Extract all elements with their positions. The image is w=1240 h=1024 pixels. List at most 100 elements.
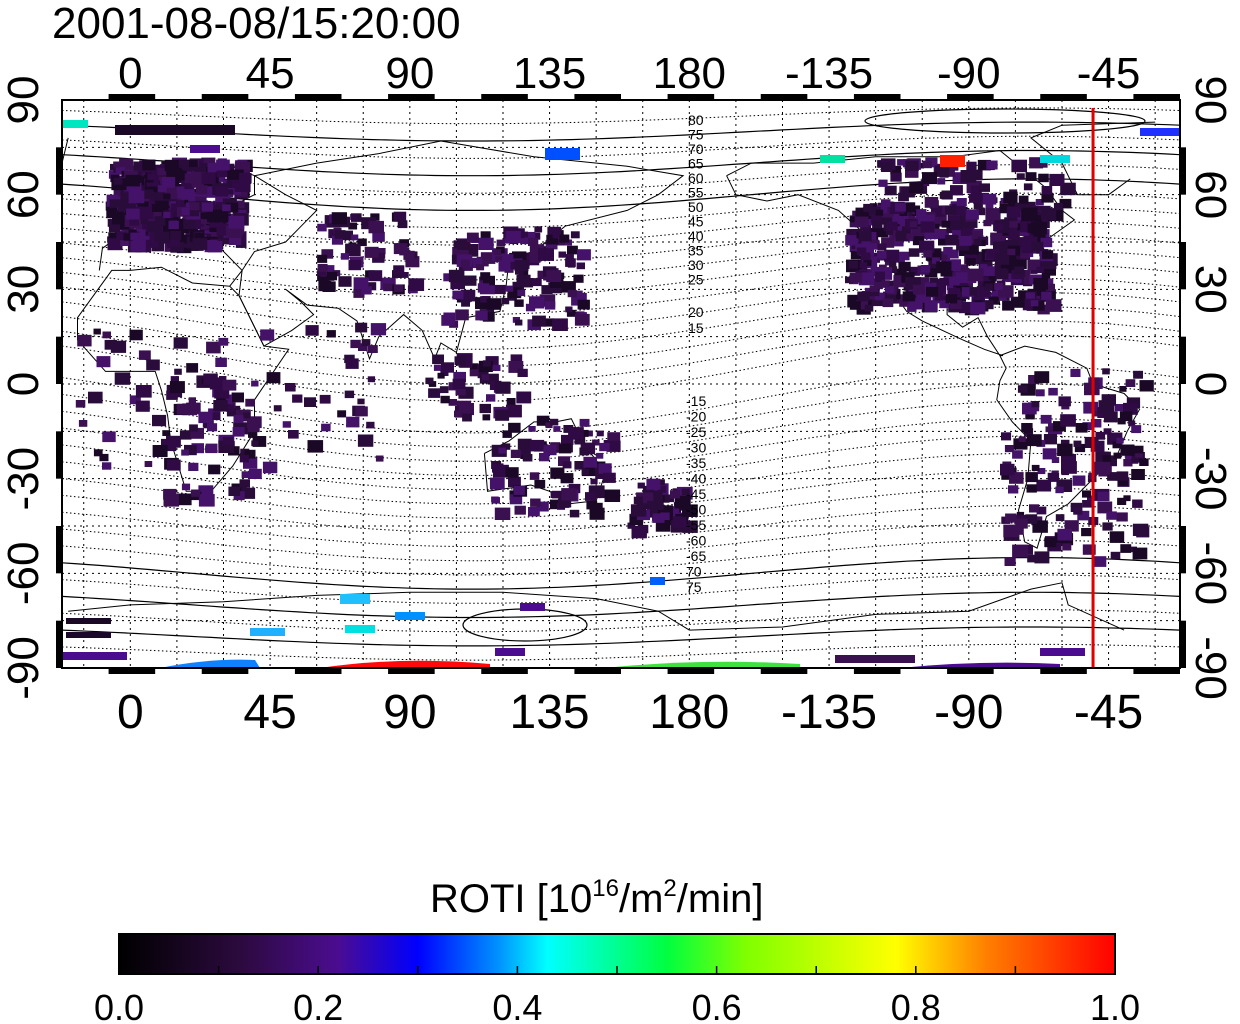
roti-pixel [163,488,177,500]
roti-pixel [190,145,220,153]
roti-pixel [633,496,644,505]
roti-pixel [207,423,218,432]
frame-tick-bar [667,94,715,100]
roti-pixel [321,423,331,432]
roti-pixel [1041,186,1053,195]
coastline [68,582,1125,631]
contour-label: 65 [688,156,704,172]
roti-pixel [191,443,204,454]
roti-pixel [874,271,885,280]
roti-pixel [216,395,226,404]
roti-pixel [922,172,937,185]
roti-pixel [884,249,900,262]
mag-lat-contour [62,221,1180,263]
roti-pixel [921,214,935,226]
roti-pixel [123,233,133,241]
roti-pixel [216,159,230,171]
roti-pixel [345,358,359,369]
roti-pixel [128,190,145,204]
roti-pixel [1060,439,1070,447]
roti-pixel [201,202,213,212]
roti-pixel [902,202,916,213]
roti-pixel [908,290,922,301]
roti-pixel [550,467,565,479]
roti-pixel [251,440,259,447]
roti-pixel [598,463,612,474]
roti-pixel [1020,276,1032,285]
roti-pixel [243,457,258,469]
roti-pixel [452,378,466,389]
mag-lat-contour [62,206,1180,246]
roti-pixel [561,434,574,445]
roti-pixel [1128,420,1136,427]
roti-pixel [113,161,121,168]
roti-pixel [1114,404,1124,412]
right-lat-tick-label: 60 [1186,170,1235,219]
roti-pixel [464,296,472,302]
roti-pixel [585,492,596,501]
map-border [61,99,1181,669]
roti-pixel [1032,215,1043,223]
roti-pixel [528,507,540,517]
roti-pixel [364,246,379,258]
left-lat-tick-label: 0 [0,372,48,396]
right-latitude-labels: 90 60 30 0 -30 -60 -90 [1186,76,1235,700]
roti-pixel [1139,458,1149,466]
roti-pixel [469,363,479,371]
left-lat-tick-label: -60 [0,542,48,606]
roti-pixel [1023,201,1036,212]
roti-pixel [141,189,154,199]
roti-pixel [1116,512,1128,522]
roti-pixel [243,412,251,419]
roti-pixel [481,374,490,381]
roti-pixel [401,272,409,278]
roti-pixel [969,287,981,296]
roti-pixel [1082,544,1096,555]
roti-pixel [869,285,878,292]
roti-pixel [938,238,947,246]
roti-pixel [1133,370,1143,379]
roti-pixel [192,238,208,250]
roti-pixel [1132,499,1143,508]
roti-pixel [1092,556,1107,567]
roti-pixel [1058,396,1071,407]
roti-pixel [863,203,874,212]
roti-pixel [147,221,162,233]
roti-pixel [370,213,380,221]
roti-pixel [1016,511,1025,518]
roti-pixel [1004,445,1014,453]
colorbar-label: ROTI [1016/m2/min] [430,875,763,921]
roti-pixel [881,280,890,287]
roti-pixel [1140,128,1180,136]
roti-pixel [1049,173,1065,186]
roti-pixel [201,186,217,198]
roti-pixel [247,416,262,429]
roti-pixel [1135,451,1143,458]
roti-pixel [1011,159,1027,173]
roti-pixel [483,275,495,286]
roti-pixel [1031,241,1044,252]
roti-pixel [119,158,134,170]
roti-pixel [260,329,275,341]
roti-pixel [357,238,367,247]
roti-pixel [170,231,182,240]
roti-pixel [441,315,455,326]
roti-pixel [338,276,352,287]
roti-pixel [458,403,474,416]
roti-pixel [1033,277,1048,290]
roti-pixel [1017,385,1028,393]
roti-pixel [508,476,521,488]
roti-pixel [1092,410,1100,417]
mag-lat-contour [62,263,1180,316]
mag-lat-contour [62,435,1180,491]
roti-pixel [161,176,176,188]
roti-pixel [170,203,183,213]
roti-pixel [1057,443,1073,457]
roti-pixel [186,212,201,224]
roti-pixel [967,268,984,282]
roti-pixel [976,286,991,297]
roti-pixel [976,208,986,216]
roti-pixel [681,488,690,496]
roti-pixel [884,185,897,196]
roti-pixel [1036,479,1052,492]
